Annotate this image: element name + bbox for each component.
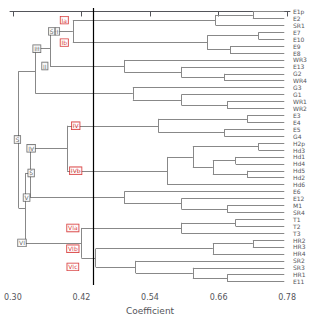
svg-text:E6: E6 (293, 188, 301, 196)
svg-text:H2p: H2p (293, 139, 306, 147)
svg-text:Coefficient: Coefficient (126, 306, 175, 316)
svg-text:Ia: Ia (62, 17, 68, 24)
svg-text:SR2: SR2 (293, 257, 305, 265)
svg-text:E12: E12 (293, 195, 305, 202)
svg-text:0.30: 0.30 (4, 293, 22, 302)
svg-text:HR4: HR4 (293, 250, 306, 258)
svg-text:HR2: HR2 (293, 236, 306, 244)
svg-text:G1: G1 (293, 91, 302, 99)
svg-text:Hd5: Hd5 (293, 167, 306, 175)
svg-text:VI: VI (19, 239, 25, 246)
svg-text:E8: E8 (293, 49, 301, 57)
svg-text:IV: IV (73, 122, 80, 129)
svg-text:T3: T3 (293, 229, 301, 237)
svg-text:E5: E5 (293, 125, 301, 133)
svg-text:I: I (57, 28, 59, 35)
svg-text:Hd2: Hd2 (293, 174, 306, 182)
svg-text:Hd4: Hd4 (293, 160, 306, 168)
svg-text:T2: T2 (293, 222, 301, 230)
svg-text:V: V (25, 194, 30, 201)
svg-text:M1: M1 (293, 201, 302, 209)
svg-text:E3: E3 (293, 111, 301, 119)
svg-text:S: S (50, 28, 54, 35)
svg-text:Ib: Ib (61, 39, 67, 46)
svg-text:WR3: WR3 (293, 56, 307, 64)
svg-text:E7: E7 (293, 28, 301, 36)
svg-text:VIb: VIb (68, 245, 78, 252)
svg-text:0.42: 0.42 (73, 293, 91, 302)
svg-text:III: III (34, 45, 40, 52)
svg-text:0.66: 0.66 (210, 293, 228, 302)
svg-text:WR1: WR1 (293, 98, 307, 105)
svg-text:Hd3: Hd3 (293, 146, 306, 154)
svg-text:WR4: WR4 (293, 77, 307, 85)
svg-text:Hd1: Hd1 (293, 153, 306, 161)
svg-text:WR2: WR2 (293, 104, 307, 112)
svg-text:HR1: HR1 (293, 271, 306, 279)
svg-text:0.78: 0.78 (278, 293, 296, 302)
svg-text:G3: G3 (293, 84, 302, 92)
svg-text:S: S (16, 136, 20, 143)
svg-text:HR3: HR3 (293, 243, 306, 251)
svg-text:E11: E11 (293, 278, 305, 285)
svg-text:E2: E2 (293, 14, 301, 22)
svg-text:G4: G4 (293, 132, 302, 140)
svg-text:IV: IV (28, 145, 35, 152)
svg-text:SR1: SR1 (293, 21, 305, 29)
svg-text:E1p: E1p (293, 8, 305, 15)
svg-text:T1: T1 (293, 215, 301, 223)
svg-text:SR3: SR3 (293, 264, 305, 272)
svg-text:Hd6: Hd6 (293, 181, 306, 189)
svg-text:VIa: VIa (68, 224, 78, 231)
svg-text:SR4: SR4 (293, 208, 305, 216)
svg-text:VIc: VIc (68, 263, 77, 270)
svg-text:0.54: 0.54 (141, 293, 159, 302)
svg-text:E4: E4 (293, 118, 301, 126)
svg-text:IVb: IVb (71, 167, 81, 174)
svg-text:S: S (29, 169, 33, 176)
svg-text:E10: E10 (293, 35, 305, 43)
svg-text:E13: E13 (293, 63, 305, 71)
svg-text:G2: G2 (293, 70, 302, 78)
svg-text:II: II (43, 63, 47, 70)
svg-text:E9: E9 (293, 42, 301, 50)
